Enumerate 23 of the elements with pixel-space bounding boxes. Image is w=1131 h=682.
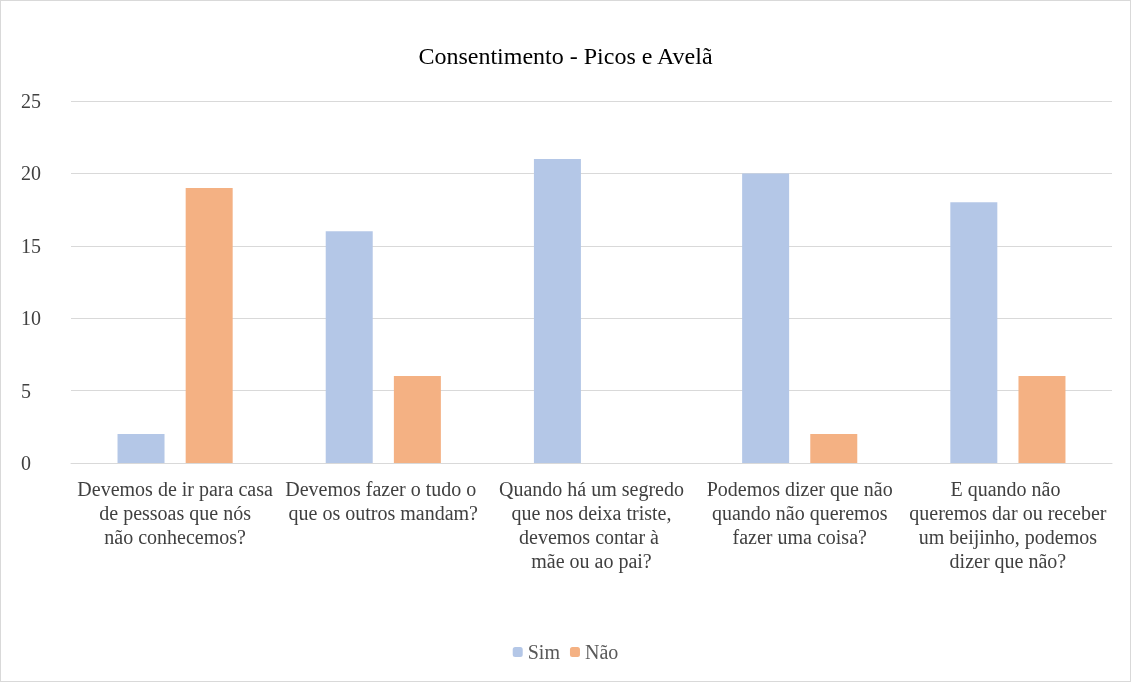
- bar: [810, 434, 858, 463]
- x-tick-label: E quando não queremos dar ou receber um beijinho, podemos dizer que não?: [909, 478, 1107, 573]
- y-tick-label: 15: [21, 234, 41, 257]
- y-tick-label: 25: [21, 90, 41, 112]
- y-tick-label: 10: [21, 307, 41, 330]
- bar: [185, 187, 233, 463]
- x-tick-label: Podemos dizer que não quando não queremos fazer uma coisa?: [706, 478, 893, 548]
- bar: [533, 158, 581, 463]
- x-tick-label: Devemos de ir para casa de pessoas que nós não conhecemos?: [77, 478, 273, 548]
- bar: [742, 173, 790, 463]
- y-tick-label: 5: [21, 379, 31, 402]
- chart-title: Consentimento - Picos e Avelã: [418, 43, 713, 69]
- bar: [950, 202, 998, 463]
- bar: [393, 376, 441, 463]
- bar: [1018, 376, 1066, 463]
- legend-label: Sim: [527, 641, 561, 663]
- bar: [325, 231, 373, 463]
- y-tick-label: 0: [21, 452, 31, 474]
- x-tick-label: Devemos fazer o tudo o que os outros mandam?: [285, 478, 482, 525]
- bar: [117, 434, 165, 463]
- y-tick-label: 20: [21, 162, 41, 185]
- legend-label: Não: [584, 641, 619, 663]
- x-tick-label: Quando há um segredo que nos deixa triste, devemos contar à mãe ou ao pai?: [499, 478, 684, 573]
